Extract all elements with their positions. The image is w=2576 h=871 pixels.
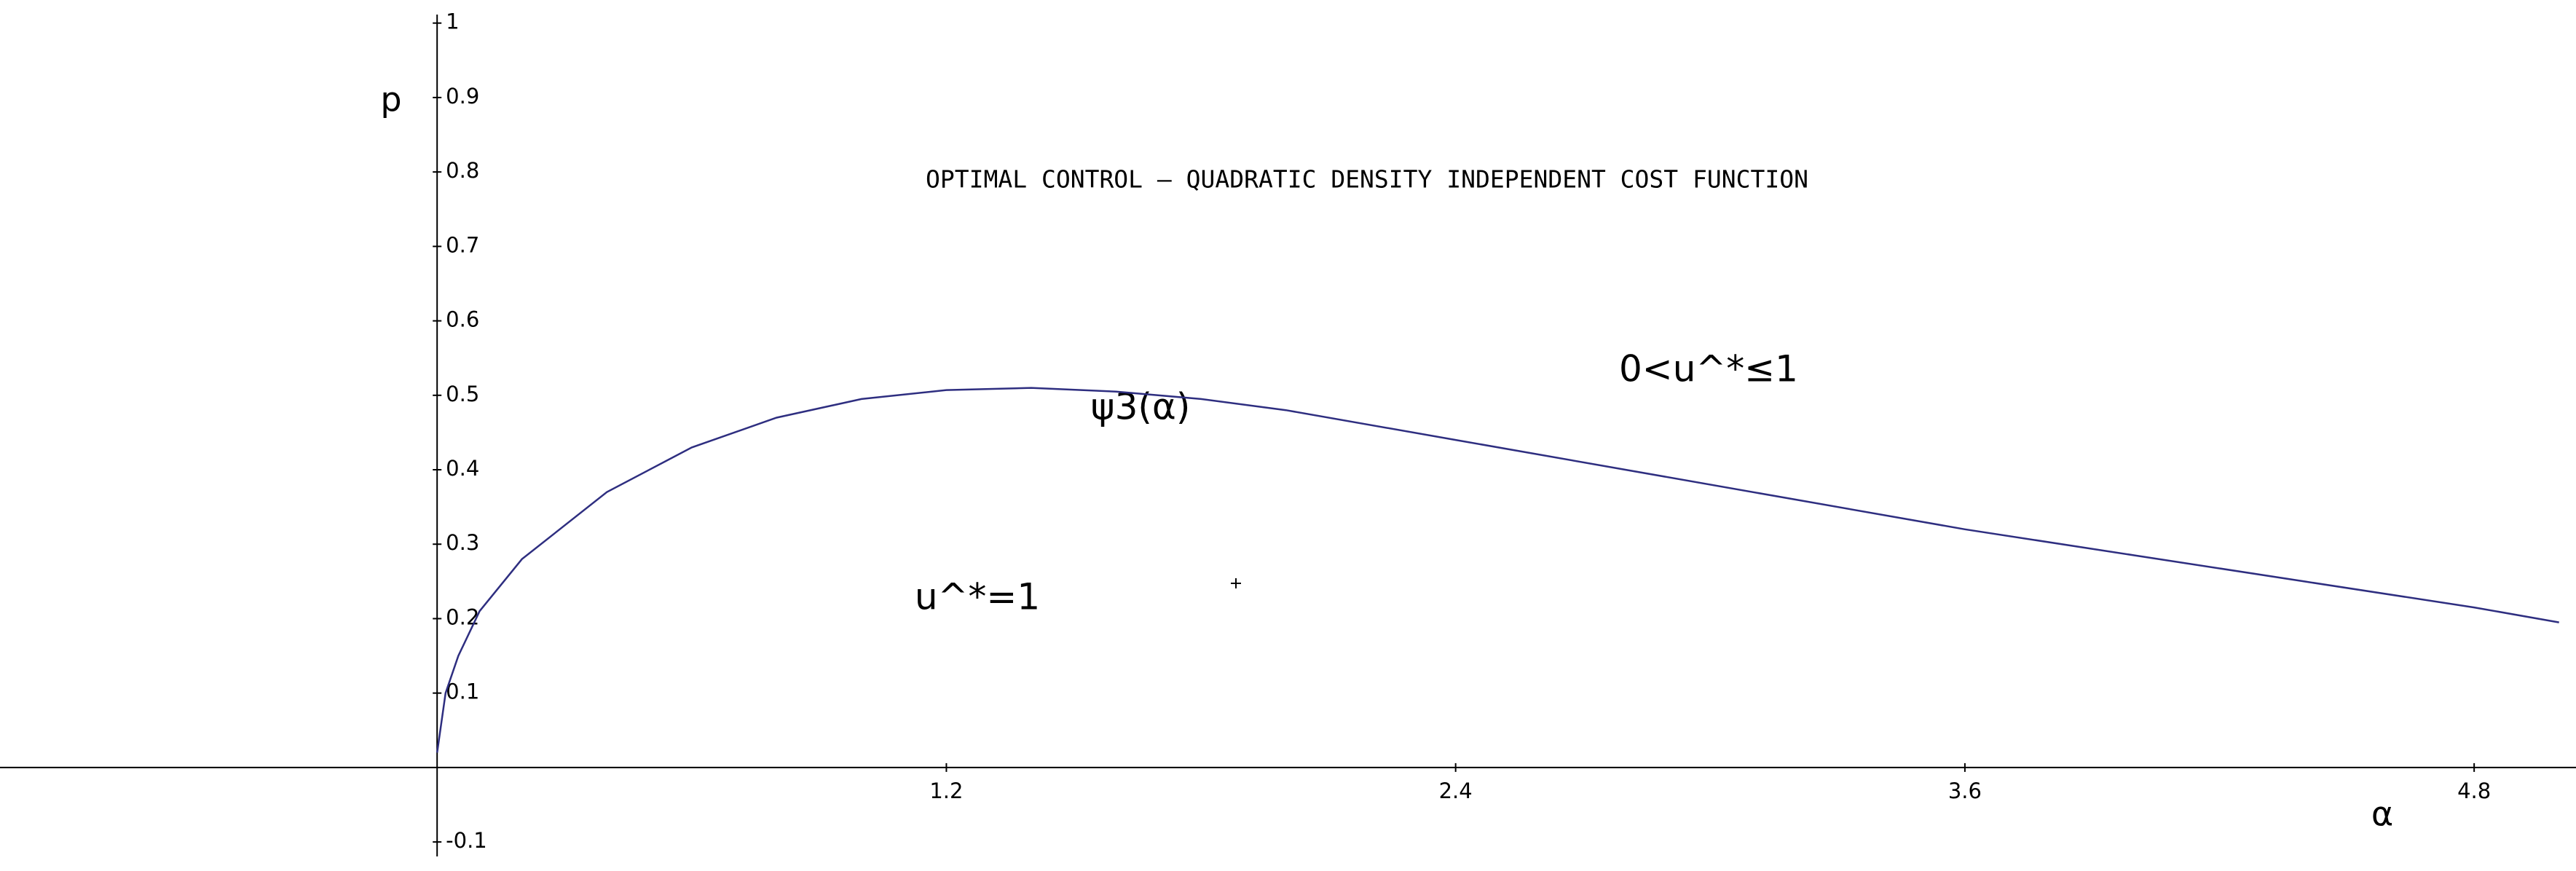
region-label: u^*=1	[915, 576, 1040, 618]
x-tick-label: 2.4	[1439, 779, 1473, 803]
x-tick-label: 4.8	[2457, 779, 2491, 803]
y-tick-label: 0.3	[446, 530, 479, 555]
x-tick-label: 3.6	[1948, 779, 1982, 803]
curve-label: ψ3(α)	[1091, 386, 1191, 428]
y-tick-label: 0.2	[446, 604, 479, 629]
x-tick-label: 1.2	[929, 779, 963, 803]
curve	[436, 387, 2559, 753]
y-axis-label: p	[380, 80, 401, 119]
y-tick-label: -0.1	[446, 828, 487, 853]
y-tick-label: 0.5	[446, 382, 479, 406]
cursor-cross	[1231, 578, 1241, 588]
region-label: 0<u^*≤1	[1619, 348, 1798, 390]
y-tick-label: 0.8	[446, 158, 479, 183]
x-axis-label: α	[2371, 795, 2393, 834]
y-tick-label: 0.1	[446, 679, 479, 704]
y-tick-label: 0.9	[446, 84, 479, 109]
y-tick-label: 0.6	[446, 307, 479, 332]
chart-title: OPTIMAL CONTROL – QUADRATIC DENSITY INDE…	[926, 165, 1808, 194]
y-tick-label: 0.7	[446, 232, 479, 257]
y-tick-label: 1	[446, 9, 459, 34]
y-tick-label: 0.4	[446, 456, 479, 481]
